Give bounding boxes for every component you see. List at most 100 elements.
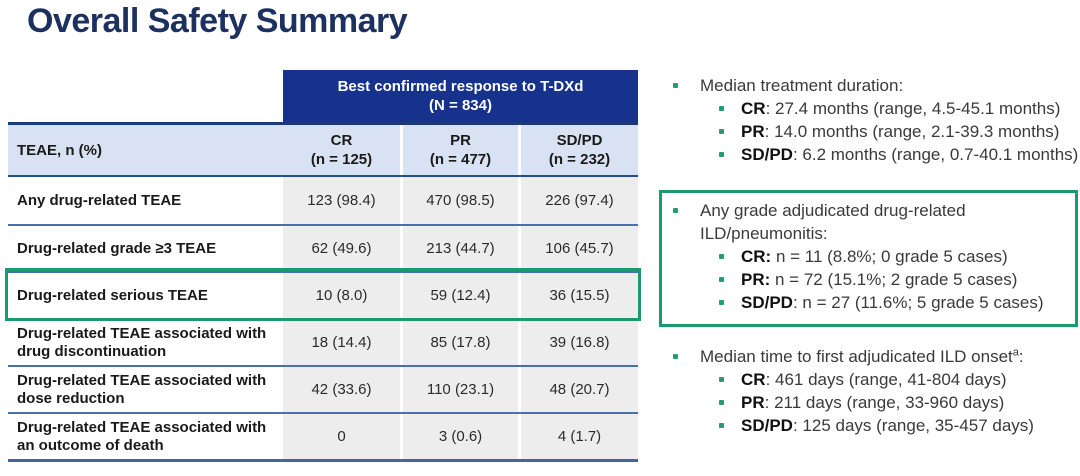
column-header-line: CR xyxy=(330,131,353,149)
span-header: Best confirmed response to T-DXd (N = 83… xyxy=(283,70,638,122)
bullet-dot-icon xyxy=(719,300,724,305)
sub-bullet: CR: n = 11 (8.8%; 0 grade 5 cases) xyxy=(662,245,1075,268)
table-row: Any drug-related TEAE 123 (98.4) 470 (98… xyxy=(8,177,638,224)
column-header-line: (n = 232) xyxy=(548,151,611,168)
cell-value: 39 (16.8) xyxy=(518,320,638,365)
sub-bullet-label: PR: xyxy=(741,270,771,289)
cell-value: 36 (15.5) xyxy=(518,273,638,318)
safety-table: Best confirmed response to T-DXd (N = 83… xyxy=(5,70,641,462)
sub-bullet-text: : n = 27 (11.6%; 5 grade 5 cases) xyxy=(792,293,1044,312)
table-row: Drug-related TEAE associated with an out… xyxy=(8,412,638,459)
cell-value: 42 (33.6) xyxy=(283,367,400,412)
bullet-title: Any grade adjudicated drug-related ILD/p… xyxy=(700,201,966,243)
sub-bullet: SD/PD: 125 days (range, 35-457 days) xyxy=(659,414,1078,437)
bullet-dot-icon xyxy=(719,254,724,259)
sub-bullet-label: CR: xyxy=(741,247,772,266)
sub-bullet-text: n = 11 (8.8%; 0 grade 5 cases) xyxy=(771,247,1008,266)
bullet-panel: Median treatment duration: CR: 27.4 mont… xyxy=(659,74,1078,461)
bullet-dot-icon xyxy=(673,354,678,359)
column-header-cr: CR (n = 125) xyxy=(283,125,400,175)
sub-bullet: SD/PD: 6.2 months (range, 0.7-40.1 month… xyxy=(659,143,1078,166)
sub-bullet: PR: 211 days (range, 33-960 days) xyxy=(659,391,1078,414)
sub-bullet-label: CR xyxy=(741,99,766,118)
table-row: Drug-related TEAE associated with drug d… xyxy=(8,318,638,365)
bullet-group-ild-onset: Median time to first adjudicated ILD ons… xyxy=(659,345,1078,437)
bullet-dot-icon xyxy=(719,152,724,157)
span-header-line1: Best confirmed response to T-DXd xyxy=(337,77,584,95)
sub-bullet: CR: 27.4 months (range, 4.5-45.1 months) xyxy=(659,97,1078,120)
bullet-dot-icon xyxy=(719,277,724,282)
cell-value: 59 (12.4) xyxy=(400,273,518,318)
bullet-group-ild-pneumonitis: Any grade adjudicated drug-related ILD/p… xyxy=(659,190,1078,327)
column-header-line: PR xyxy=(450,131,471,149)
table-header-label: TEAE, n (%) xyxy=(17,141,102,159)
sub-bullet-text: : 461 days (range, 41-804 days) xyxy=(765,370,1007,389)
sub-bullet-label: PR xyxy=(741,393,765,412)
cell-value: 4 (1.7) xyxy=(518,414,638,459)
bullet-title-row: Median time to first adjudicated ILD ons… xyxy=(659,345,1078,368)
sub-bullet: SD/PD: n = 27 (11.6%; 5 grade 5 cases) xyxy=(662,291,1075,314)
cell-value: 0 xyxy=(283,414,400,459)
table-span-header-row: Best confirmed response to T-DXd (N = 83… xyxy=(8,70,638,122)
cell-value: 123 (98.4) xyxy=(283,177,400,224)
bullet-dot-icon xyxy=(719,377,724,382)
sub-bullet-text: : 211 days (range, 33-960 days) xyxy=(764,393,1005,412)
cell-value: 48 (20.7) xyxy=(518,367,638,412)
bullet-dot-icon xyxy=(719,129,724,134)
bullet-dot-icon xyxy=(673,208,678,213)
footnote-marker: a xyxy=(1012,346,1019,359)
table-corner-cell xyxy=(8,70,283,122)
row-label: Drug-related TEAE associated with drug d… xyxy=(8,320,283,365)
bullet-title-tail: : xyxy=(1018,347,1024,366)
sub-bullet-text: : 125 days (range, 35-457 days) xyxy=(792,416,1034,435)
sub-bullet-label: CR xyxy=(741,370,766,389)
sub-bullet-label: PR xyxy=(741,122,765,141)
bullet-dot-icon xyxy=(719,423,724,428)
bullet-title: Median treatment duration: xyxy=(700,76,904,95)
column-header-sdpd: SD/PD (n = 232) xyxy=(518,125,638,175)
cell-value: 213 (44.7) xyxy=(400,226,518,271)
bullet-title-text: Median time to first adjudicated ILD ons… xyxy=(700,347,1013,366)
cell-value: 3 (0.6) xyxy=(400,414,518,459)
bullet-dot-icon xyxy=(719,106,724,111)
sub-bullet-label: SD/PD xyxy=(741,145,793,164)
bullet-dot-icon xyxy=(673,83,678,88)
cell-value: 470 (98.5) xyxy=(400,177,518,224)
sub-bullet-label: SD/PD xyxy=(741,416,793,435)
column-header-line: SD/PD xyxy=(556,131,603,149)
sub-bullet: CR: 461 days (range, 41-804 days) xyxy=(659,368,1078,391)
cell-value: 85 (17.8) xyxy=(400,320,518,365)
row-label: Drug-related serious TEAE xyxy=(8,273,283,318)
bullet-title-row: Any grade adjudicated drug-related ILD/p… xyxy=(662,199,1075,245)
table-row-highlighted: Drug-related serious TEAE 10 (8.0) 59 (1… xyxy=(5,268,641,321)
cell-value: 110 (23.1) xyxy=(400,367,518,412)
bullet-dot-icon xyxy=(719,400,724,405)
page-title: Overall Safety Summary xyxy=(27,2,408,40)
sub-bullet-text: : 6.2 months (range, 0.7-40.1 months) xyxy=(792,145,1079,164)
sub-bullet: PR: n = 72 (15.1%; 2 grade 5 cases) xyxy=(662,268,1075,291)
span-header-line2: (N = 834) xyxy=(429,97,492,114)
cell-value: 106 (45.7) xyxy=(518,226,638,271)
sub-bullet-text: : 27.4 months (range, 4.5-45.1 months) xyxy=(765,99,1061,118)
bullet-title: Median time to first adjudicated ILD ons… xyxy=(700,345,1024,368)
cell-value: 62 (49.6) xyxy=(283,226,400,271)
row-label: Drug-related TEAE associated with an out… xyxy=(8,414,283,459)
row-label: Drug-related TEAE associated with dose r… xyxy=(8,367,283,412)
table-row: Drug-related TEAE associated with dose r… xyxy=(8,365,638,412)
cell-value: 18 (14.4) xyxy=(283,320,400,365)
table-column-header-row: TEAE, n (%) CR (n = 125) PR (n = 477) SD… xyxy=(8,122,638,177)
row-label: Drug-related grade ≥3 TEAE xyxy=(8,226,283,271)
table-row: Drug-related grade ≥3 TEAE 62 (49.6) 213… xyxy=(8,224,638,271)
sub-bullet-text: : 14.0 months (range, 2.1-39.3 months) xyxy=(764,122,1060,141)
cell-value: 10 (8.0) xyxy=(283,273,400,318)
sub-bullet-text: n = 72 (15.1%; 2 grade 5 cases) xyxy=(770,270,1018,289)
bullet-title-row: Median treatment duration: xyxy=(659,74,1078,97)
column-header-pr: PR (n = 477) xyxy=(400,125,518,175)
column-header-line: (n = 477) xyxy=(429,151,492,168)
sub-bullet: PR: 14.0 months (range, 2.1-39.3 months) xyxy=(659,120,1078,143)
column-header-line: (n = 125) xyxy=(310,151,373,168)
bullet-group-treatment-duration: Median treatment duration: CR: 27.4 mont… xyxy=(659,74,1078,166)
cell-value: 226 (97.4) xyxy=(518,177,638,224)
row-label: Any drug-related TEAE xyxy=(8,177,283,224)
sub-bullet-label: SD/PD xyxy=(741,293,793,312)
